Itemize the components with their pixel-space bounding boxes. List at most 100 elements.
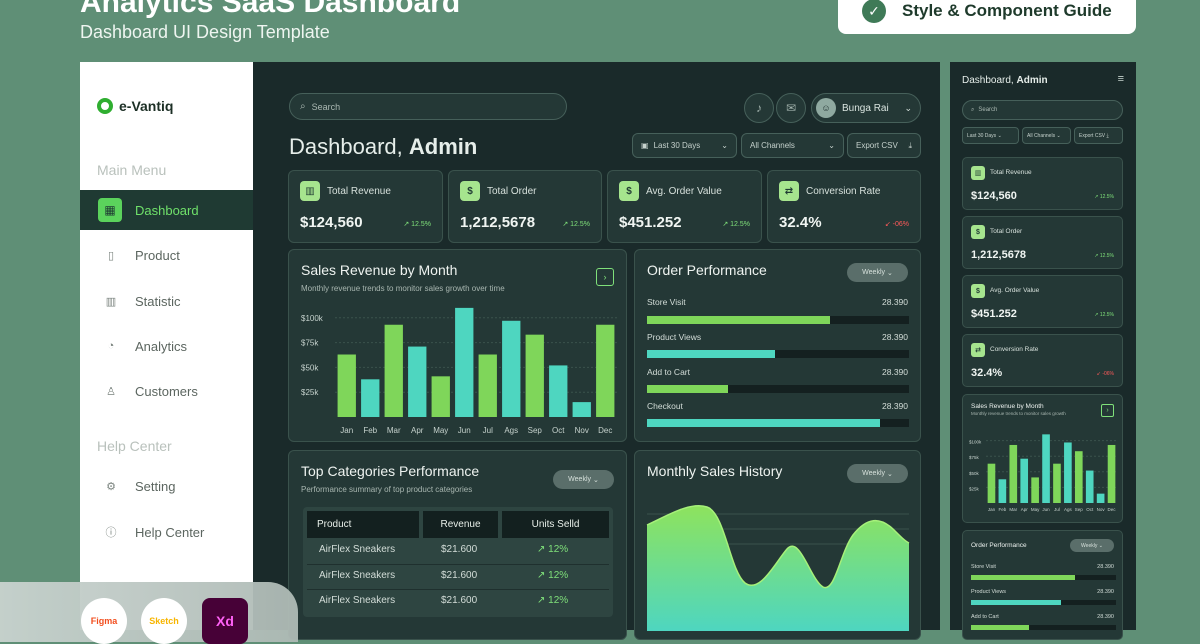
kpi-card-avg-order-value[interactable]: $ Avg. Order Value $451.252 ↗ 12.5% xyxy=(607,170,762,243)
mobile-date-filter[interactable]: Last 30 Days ⌄ xyxy=(962,127,1019,144)
bar-feb[interactable] xyxy=(998,479,1007,503)
figma-icon: Figma xyxy=(81,598,127,644)
card-title: Order Performance xyxy=(971,542,1027,549)
avatar: ☺ xyxy=(816,98,836,118)
bar-nov[interactable] xyxy=(572,402,591,417)
table-divider xyxy=(307,564,609,565)
bar-jul[interactable] xyxy=(1053,463,1061,503)
kpi-card-conversion-rate[interactable]: ⇄ Conversion Rate 32.4% ↙ -06% xyxy=(767,170,921,243)
export-csv-button[interactable]: Export CSV ⤓ xyxy=(847,133,921,158)
bar-mar[interactable] xyxy=(384,324,403,417)
bar-jan[interactable] xyxy=(987,463,996,503)
kpi-card-total-revenue[interactable]: ▥ Total Revenue $124,560 ↗ 12.5% xyxy=(288,170,443,243)
card-title: Sales Revenue by Month xyxy=(971,403,1044,410)
mobile-channel-filter[interactable]: All Channels ⌄ xyxy=(1022,127,1071,144)
bar-dec[interactable] xyxy=(596,324,615,417)
y-tick-label: $100k xyxy=(301,314,324,323)
sidebar-item-dashboard[interactable]: ▦ Dashboard xyxy=(80,190,253,230)
x-tick-label: Jun xyxy=(458,426,471,435)
notification-button[interactable]: ♪ xyxy=(744,93,774,123)
page-title: Dashboard, Admin xyxy=(289,134,477,160)
sidebar-item-help-center[interactable]: ⓘ Help Center xyxy=(80,512,253,552)
mobile-kpi-avg-order[interactable]: $ Avg. Order Value $451.252 ↗ 12.5% xyxy=(962,275,1123,328)
user-menu[interactable]: ☺ Bunga Rai ⌄ xyxy=(811,93,921,123)
channel-filter[interactable]: All Channels ⌄ xyxy=(741,133,844,158)
sidebar-item-customers[interactable]: ♙ Customers xyxy=(80,371,253,411)
bar-dec[interactable] xyxy=(1107,444,1116,503)
sidebar-item-analytics[interactable]: ◔ Analytics xyxy=(80,326,253,366)
bar-jun[interactable] xyxy=(455,307,474,417)
bar-mar[interactable] xyxy=(1009,444,1018,503)
period-select[interactable]: Weekly ⌄ xyxy=(553,470,614,489)
bar-oct[interactable] xyxy=(1085,470,1094,503)
bar-may[interactable] xyxy=(1031,477,1039,503)
bag-icon: $ xyxy=(971,225,985,239)
period-select[interactable]: Weekly ⌄ xyxy=(847,464,908,483)
table-header-units[interactable]: Units Selld xyxy=(502,511,609,538)
kpi-value: 32.4% xyxy=(779,214,822,231)
open-report-button[interactable]: › xyxy=(1101,404,1114,417)
kpi-change-value: 12.5% xyxy=(1099,194,1114,200)
info-icon: ⓘ xyxy=(105,527,117,539)
bar-sep[interactable] xyxy=(1074,451,1083,503)
x-tick-label: Nov xyxy=(1097,507,1106,512)
mobile-kpi-total-revenue[interactable]: ▥ Total Revenue $124,560 ↗ 12.5% xyxy=(962,157,1123,210)
mobile-kpi-conversion[interactable]: ⇄ Conversion Rate 32.4% ↙ -06% xyxy=(962,334,1123,387)
kpi-change: ↗ 12.5% xyxy=(1094,312,1114,318)
bar-chart-icon: ▥ xyxy=(105,295,117,308)
op-row-label: Product Views xyxy=(971,589,1007,595)
sidebar-item-label: Help Center xyxy=(135,524,205,540)
mobile-search-input[interactable]: ⌕ Search xyxy=(962,100,1123,120)
kpi-card-total-order[interactable]: $ Total Order 1,212,5678 ↗ 12.5% xyxy=(448,170,602,243)
units-value: 12% xyxy=(548,570,569,581)
period-label: Weekly xyxy=(862,269,885,276)
bar-jul[interactable] xyxy=(478,354,497,417)
bar-jun[interactable] xyxy=(1042,434,1050,503)
date-filter-label: Last 30 Days xyxy=(653,141,701,150)
bar-feb[interactable] xyxy=(361,379,380,417)
op-track xyxy=(647,419,909,427)
swap-icon: ⇄ xyxy=(779,181,799,201)
kpi-label: Conversion Rate xyxy=(806,186,881,197)
sidebar-item-statistic[interactable]: ▥ Statistic xyxy=(80,281,253,321)
x-tick-label: Sep xyxy=(528,426,543,435)
x-tick-label: Sep xyxy=(1075,507,1084,512)
mail-button[interactable]: ✉ xyxy=(776,93,806,123)
mobile-kpi-total-order[interactable]: $ Total Order 1,212,5678 ↗ 12.5% xyxy=(962,216,1123,269)
search-placeholder: Search xyxy=(311,101,341,112)
table-header-product[interactable]: Product xyxy=(307,511,419,538)
x-tick-label: Jan xyxy=(988,507,996,512)
x-tick-label: Feb xyxy=(363,426,377,435)
sidebar-item-setting[interactable]: ⚙ Setting xyxy=(80,466,253,506)
table-cell-units: ↗ 12% xyxy=(537,570,569,581)
sidebar-item-label: Product xyxy=(135,247,180,263)
bar-oct[interactable] xyxy=(549,365,568,417)
kpi-value: 1,212,5678 xyxy=(460,214,536,231)
table-header-revenue[interactable]: Revenue xyxy=(423,511,498,538)
bar-apr[interactable] xyxy=(408,346,427,417)
kpi-change-value: 12.5% xyxy=(730,221,750,228)
brand-logo[interactable]: e-Vantiq xyxy=(97,98,173,114)
bar-ags[interactable] xyxy=(502,320,521,417)
bar-may[interactable] xyxy=(431,376,450,417)
bar-nov[interactable] xyxy=(1096,493,1105,503)
bar-ags[interactable] xyxy=(1064,442,1072,503)
table-cell-product: AirFlex Sneakers xyxy=(319,595,396,606)
op-fill xyxy=(647,350,776,358)
card-title: Monthly Sales History xyxy=(647,463,783,479)
period-select[interactable]: Weekly ⌄ xyxy=(1070,539,1114,552)
date-filter[interactable]: ▣ Last 30 Days ⌄ xyxy=(632,133,737,158)
period-select[interactable]: Weekly ⌄ xyxy=(847,263,908,282)
bar-apr[interactable] xyxy=(1020,458,1029,503)
mobile-export-button[interactable]: Export CSV ⤓ xyxy=(1074,127,1123,144)
bar-sep[interactable] xyxy=(525,334,544,417)
search-input[interactable]: ⌕ Search xyxy=(289,93,567,120)
open-report-button[interactable]: › xyxy=(596,268,614,286)
chevron-down-icon: ⌄ xyxy=(828,141,835,150)
y-tick-label: $75k xyxy=(301,339,319,348)
sidebar-item-product[interactable]: ▯ Product xyxy=(80,235,253,275)
y-tick-label: $100k xyxy=(969,440,982,445)
hamburger-icon[interactable]: ≡ xyxy=(1117,73,1124,85)
op-track xyxy=(971,575,1116,580)
bar-jan[interactable] xyxy=(337,354,356,417)
